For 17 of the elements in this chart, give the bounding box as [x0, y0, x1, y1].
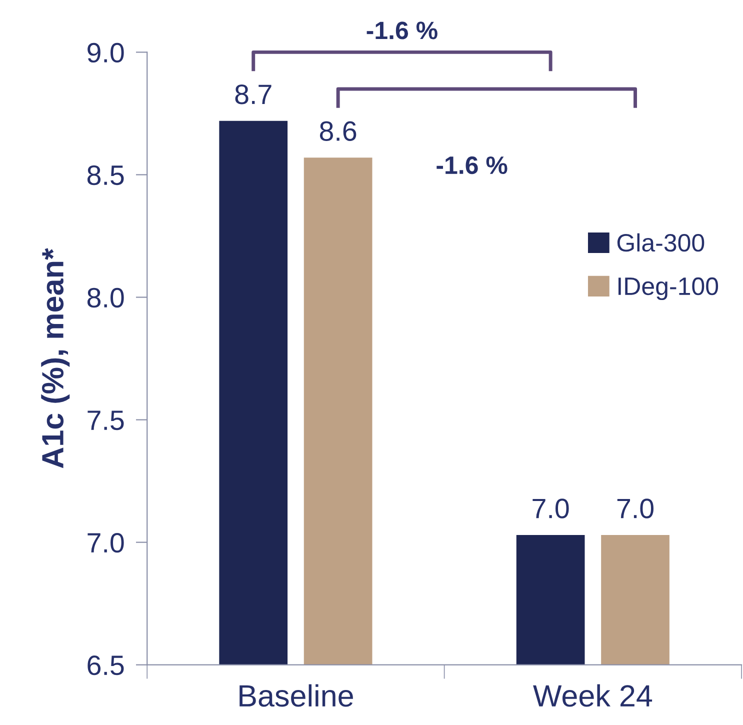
data-label: 7.0	[617, 498, 654, 518]
data-label: 8.7	[235, 84, 272, 104]
annotation: -1.6 %	[436, 156, 508, 174]
data-label: 8.6	[320, 121, 356, 141]
text: 7.0	[88, 532, 124, 553]
text: 8.0	[87, 288, 124, 308]
text: 9.0	[88, 42, 124, 63]
legend-label: IDeg-100	[618, 277, 718, 300]
data-label: 7.0	[532, 498, 569, 518]
text: -1.6 %	[366, 22, 438, 40]
legend-label: Gla-300	[617, 233, 704, 252]
y-axis-title: A1c (%), mean*	[41, 248, 70, 468]
x-tick-label: Baseline	[240, 684, 353, 707]
text: 7.5	[88, 410, 124, 430]
text: 6.5	[88, 655, 124, 676]
x-tick-label: Week 24	[533, 684, 652, 707]
text: 8.5	[87, 165, 124, 186]
